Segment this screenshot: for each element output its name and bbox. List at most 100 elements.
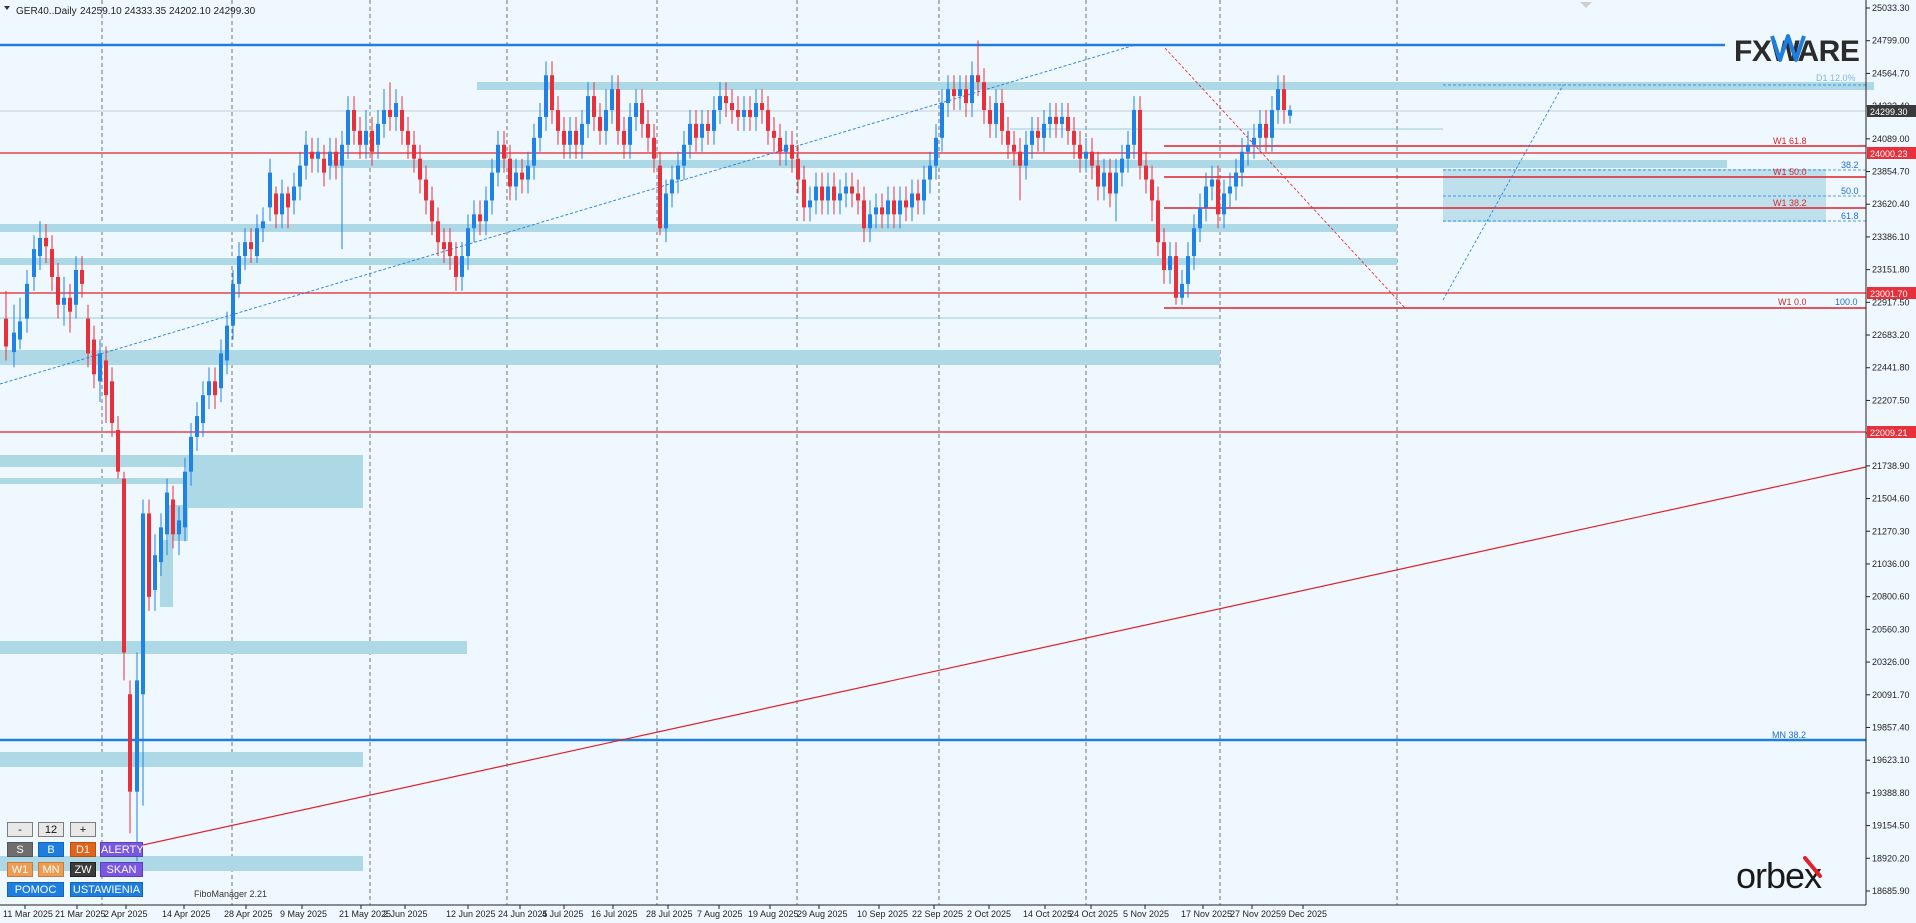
candle bbox=[790, 130, 794, 173]
candle bbox=[1042, 110, 1046, 152]
candle bbox=[364, 110, 368, 159]
price-tick-label: 21738.90 bbox=[1872, 461, 1910, 471]
s-button[interactable]: S bbox=[7, 842, 33, 857]
date-tick-label: 9 Dec 2025 bbox=[1281, 909, 1327, 919]
candle-body bbox=[1246, 144, 1250, 152]
candle bbox=[826, 172, 830, 215]
candle bbox=[328, 137, 332, 180]
candle-body bbox=[316, 151, 320, 159]
chart-symbol-timeframe: GER40..Daily bbox=[16, 6, 77, 17]
candle-body bbox=[544, 75, 548, 117]
candle-body bbox=[1240, 151, 1244, 173]
mn-button[interactable]: MN bbox=[38, 862, 64, 877]
candle-body bbox=[910, 193, 914, 208]
price-tick-label: 18920.20 bbox=[1872, 853, 1910, 863]
candle-body bbox=[219, 353, 223, 389]
candle bbox=[80, 256, 84, 298]
candle bbox=[298, 151, 302, 201]
period-minus-button[interactable]: - bbox=[7, 822, 33, 837]
zw-button[interactable]: ZW bbox=[70, 862, 96, 877]
candle bbox=[352, 96, 356, 145]
skan-button[interactable]: SKAN bbox=[100, 862, 143, 877]
candle bbox=[1216, 165, 1220, 229]
candle-body bbox=[472, 214, 476, 229]
candle-body bbox=[604, 110, 608, 131]
candle bbox=[694, 110, 698, 152]
candle bbox=[928, 151, 932, 194]
date-tick-label: 17 Nov 2025 bbox=[1181, 909, 1232, 919]
candle bbox=[261, 207, 265, 243]
chart-shift-marker-icon[interactable] bbox=[1580, 2, 1592, 8]
price-tick-label: 19857.40 bbox=[1872, 722, 1910, 732]
candle bbox=[466, 214, 470, 270]
ustawienia-button[interactable]: USTAWIENIA bbox=[70, 882, 143, 897]
alerty-button[interactable]: ALERTY bbox=[100, 842, 144, 857]
candle bbox=[904, 186, 908, 222]
candle-body bbox=[928, 165, 932, 180]
candle bbox=[556, 96, 560, 145]
candle-body bbox=[298, 165, 302, 187]
candle bbox=[1150, 165, 1154, 222]
candle bbox=[1114, 158, 1118, 222]
candle-body bbox=[964, 89, 968, 104]
price-tick-label: 20560.30 bbox=[1872, 624, 1910, 634]
level-badge-24000-bg bbox=[1867, 147, 1916, 159]
candle-body bbox=[712, 110, 716, 131]
candle bbox=[910, 179, 914, 222]
candle-body bbox=[622, 130, 626, 145]
candle bbox=[748, 96, 752, 131]
candle bbox=[50, 235, 54, 291]
candle bbox=[646, 110, 650, 152]
candle bbox=[219, 339, 223, 403]
candle-body bbox=[292, 186, 296, 201]
candle-body bbox=[243, 242, 247, 257]
candle-body bbox=[718, 96, 722, 111]
b-button[interactable]: B bbox=[38, 842, 64, 857]
candle-body bbox=[460, 256, 464, 277]
candle bbox=[1288, 105, 1292, 124]
candle bbox=[634, 89, 638, 131]
candle-body bbox=[268, 172, 272, 208]
candle-body bbox=[538, 116, 542, 138]
candle-body bbox=[412, 144, 416, 159]
date-tick-label: 10 Sep 2025 bbox=[857, 909, 908, 919]
candle bbox=[1186, 242, 1190, 298]
dropdown-triangle-icon[interactable] bbox=[4, 6, 10, 10]
candle-body bbox=[814, 186, 818, 201]
candle bbox=[1024, 130, 1028, 180]
candle-body bbox=[12, 332, 16, 353]
candle bbox=[1108, 158, 1112, 208]
candle-body bbox=[1216, 179, 1220, 215]
period-plus-button[interactable]: + bbox=[70, 822, 96, 837]
price-tick-label: 22683.20 bbox=[1872, 330, 1910, 340]
candle-body bbox=[838, 193, 842, 201]
candle bbox=[1060, 103, 1064, 138]
pomoc-button[interactable]: POMOC bbox=[7, 882, 64, 897]
candle bbox=[1012, 130, 1016, 166]
candle bbox=[502, 130, 506, 173]
w1-button[interactable]: W1 bbox=[7, 862, 33, 877]
d1-button[interactable]: D1 bbox=[70, 842, 96, 857]
period-value-field[interactable]: 12 bbox=[38, 822, 64, 837]
candle bbox=[526, 151, 530, 194]
fib-label-w1-38-2: W1 38.2 bbox=[1773, 198, 1807, 208]
candle bbox=[880, 193, 884, 229]
candle-body bbox=[808, 200, 812, 208]
candle-body bbox=[784, 144, 788, 152]
candle bbox=[1222, 179, 1226, 229]
candle-body bbox=[1036, 130, 1040, 138]
candle bbox=[982, 68, 986, 124]
candle bbox=[946, 75, 950, 117]
price-zone bbox=[0, 258, 1397, 265]
candle bbox=[38, 221, 42, 270]
candle bbox=[670, 165, 674, 208]
candle bbox=[1054, 103, 1058, 138]
candle bbox=[165, 478, 169, 556]
candle-body bbox=[874, 207, 878, 215]
candle-body bbox=[1120, 158, 1124, 173]
candle-body bbox=[940, 103, 944, 138]
candle bbox=[760, 89, 764, 124]
price-zone bbox=[330, 160, 1727, 168]
candle bbox=[868, 200, 872, 243]
